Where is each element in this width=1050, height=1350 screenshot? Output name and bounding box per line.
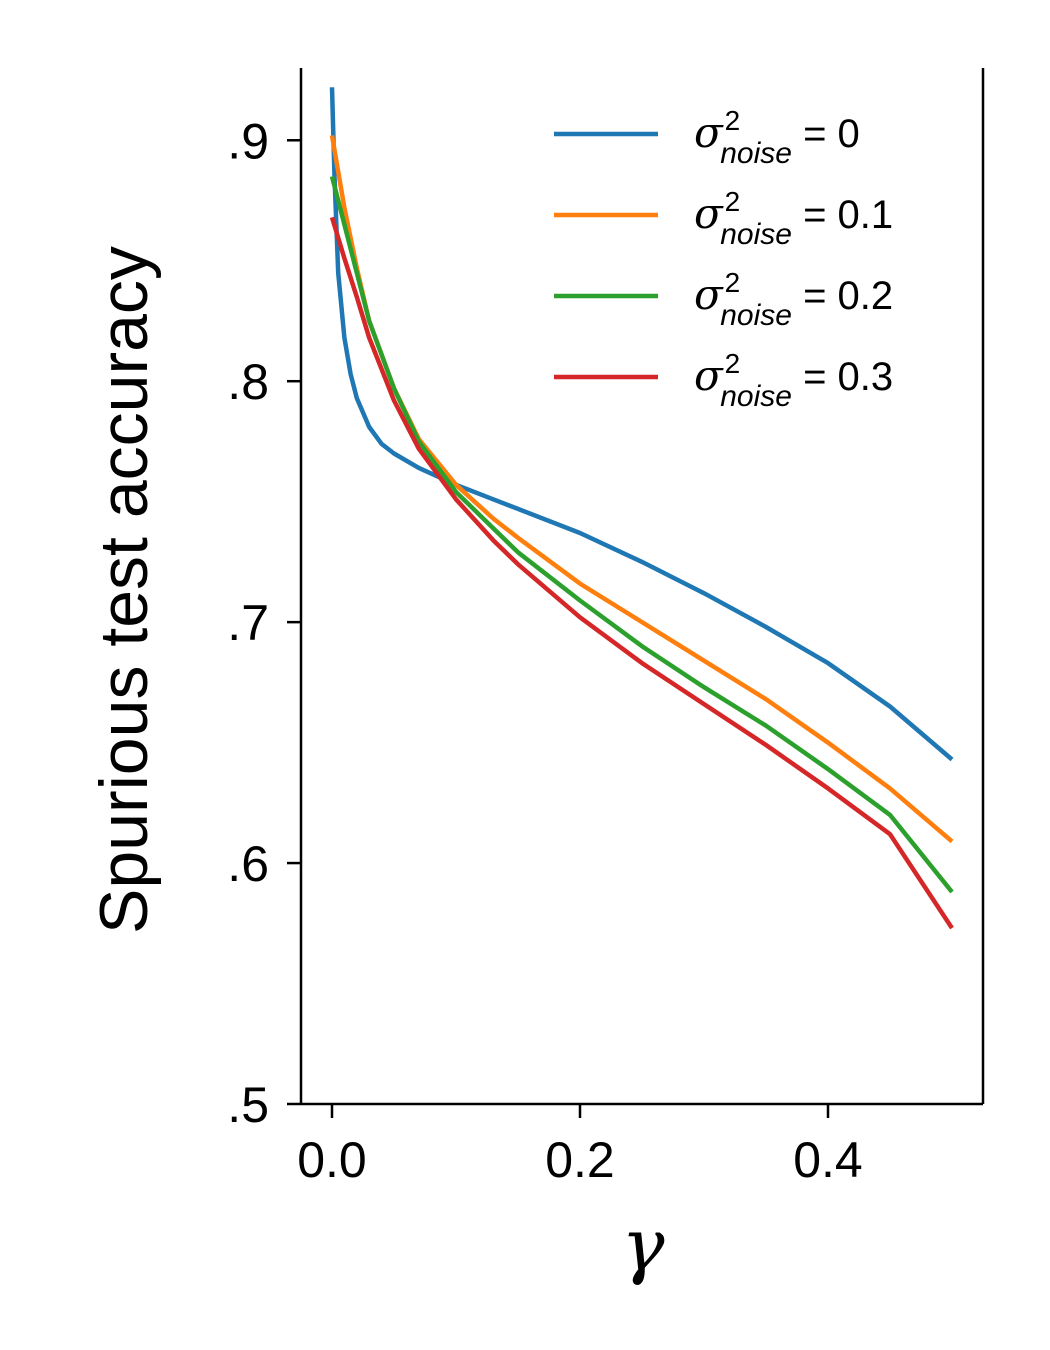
y-tick-label: .9 bbox=[227, 113, 269, 169]
series-line-0 bbox=[329, 87, 954, 762]
legend-label-3: σ2 noise = 0.3 bbox=[694, 348, 893, 413]
y-axis-ticks: .5 .6 .7 .8 .9 bbox=[227, 113, 301, 1133]
series-line-1 bbox=[329, 135, 954, 844]
x-tick-label: 0.2 bbox=[545, 1132, 615, 1188]
y-tick-label: .6 bbox=[227, 836, 269, 892]
series-lines bbox=[329, 87, 954, 930]
y-tick-label: .7 bbox=[227, 595, 269, 651]
legend-label-0: σ2 noise = 0 bbox=[694, 105, 860, 170]
legend-label-1: σ2 noise = 0.1 bbox=[694, 186, 893, 251]
x-tick-label: 0.4 bbox=[793, 1132, 863, 1188]
axes-frame bbox=[299, 68, 985, 1106]
legend: σ2 noise = 0 σ2 noise = 0.1 σ2 noise = 0.2 σ2 n… bbox=[554, 105, 893, 413]
x-tick-label: 0.0 bbox=[297, 1132, 367, 1188]
y-tick-label: .5 bbox=[227, 1077, 269, 1133]
x-axis-label: γ bbox=[621, 1203, 665, 1287]
series-line-3 bbox=[329, 216, 954, 930]
x-axis-ticks: 0.0 0.2 0.4 bbox=[297, 1104, 863, 1188]
series-line-2 bbox=[329, 175, 954, 894]
y-axis-label: Spurious test accuracy bbox=[86, 246, 162, 934]
legend-label-2: σ2 noise = 0.2 bbox=[694, 267, 893, 332]
y-tick-label: .8 bbox=[227, 354, 269, 410]
